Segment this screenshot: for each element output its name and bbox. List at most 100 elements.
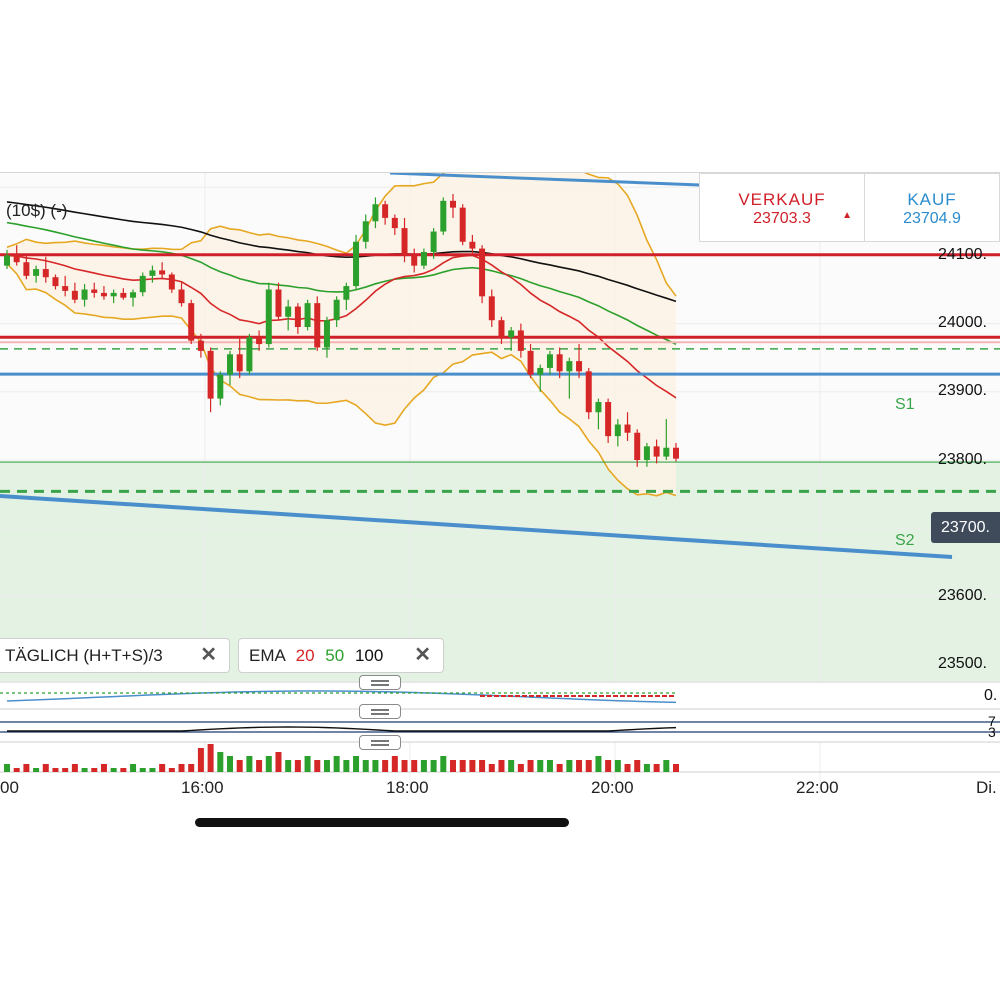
x-tick-label: 16:00: [181, 778, 224, 797]
candle-body: [139, 275, 146, 293]
volume-bar: [275, 752, 282, 772]
candle-body: [517, 330, 524, 351]
candle-body: [430, 231, 437, 252]
volume-bar: [149, 768, 156, 772]
candle-body: [498, 320, 505, 338]
ema-period-100: 100: [354, 646, 384, 665]
volume-bar: [479, 760, 486, 772]
candle-body: [120, 292, 127, 298]
candle-body: [265, 289, 272, 345]
trend-line-lower: [0, 494, 953, 559]
buy-button[interactable]: KAUF 23704.9: [864, 173, 1000, 242]
volume-bar: [285, 760, 292, 772]
volume-bar: [159, 764, 166, 772]
volume-bar: [178, 764, 185, 772]
ema-indicator-chip[interactable]: EMA 20 50 100 ✕: [238, 638, 444, 673]
volume-bar: [100, 764, 107, 772]
candle-body: [479, 248, 486, 297]
volume-bar: [188, 764, 195, 772]
volume-bar: [139, 768, 146, 772]
volume-bar: [4, 764, 10, 772]
buy-price: 23704.9: [903, 210, 961, 227]
sell-price: 23703.3: [753, 210, 811, 227]
candle-body: [227, 354, 233, 375]
volume-bar: [488, 764, 495, 772]
volume-bar: [498, 760, 505, 772]
volume-bar: [323, 760, 330, 772]
volume-bar: [81, 768, 88, 772]
candle-body: [411, 255, 418, 266]
pivot-indicator-chip[interactable]: TÄGLICH (H+T+S)/3 ✕: [0, 638, 230, 673]
candle-body: [634, 432, 641, 460]
candle-body: [81, 289, 88, 300]
volume-bar: [207, 744, 214, 772]
volume-bar: [33, 768, 40, 772]
x-tick-label: Di.: [976, 778, 997, 797]
volume-bar: [663, 760, 670, 772]
candle-body: [91, 289, 98, 293]
price-chart[interactable]: [0, 173, 1000, 813]
candle-body: [62, 286, 69, 291]
pivot-indicator-label: TÄGLICH (H+T+S)/3: [5, 646, 163, 665]
candle-body: [372, 204, 379, 222]
s1-label: S1: [895, 396, 915, 413]
candle-body: [42, 269, 49, 278]
volume-bar: [411, 760, 418, 772]
volume-bar: [653, 764, 660, 772]
candle-body: [323, 320, 330, 348]
candle-body: [275, 289, 282, 317]
s2-label: S2: [895, 532, 915, 549]
volume-bar: [537, 760, 544, 772]
volume-bar: [130, 764, 137, 772]
panel-resize-handle[interactable]: [359, 735, 401, 750]
candle-body: [33, 269, 40, 276]
volume-bar: [62, 768, 69, 772]
bollinger-lower: [6, 263, 677, 497]
volume-bar: [110, 768, 117, 772]
current-price-tag: 23700.: [931, 512, 1000, 543]
y-tick-label: 23600.: [938, 587, 987, 604]
candle-body: [100, 292, 107, 297]
candle-body: [4, 255, 10, 266]
candle-body: [546, 354, 553, 368]
volume-bar: [362, 760, 369, 772]
candle-body: [420, 251, 427, 266]
candle-body: [362, 221, 369, 242]
volume-bar: [343, 760, 350, 772]
panel-resize-handle[interactable]: [359, 675, 401, 690]
ema-50-line: [6, 221, 677, 345]
chart-canvas[interactable]: [0, 173, 1000, 813]
volume-bar: [401, 760, 408, 772]
sell-button[interactable]: VERKAUF 23703.3 ▲: [699, 173, 865, 242]
candle-body: [13, 255, 20, 263]
home-indicator[interactable]: [195, 818, 569, 827]
x-tick-label: 18:00: [386, 778, 429, 797]
candle-body: [236, 354, 243, 372]
panel-resize-handle[interactable]: [359, 704, 401, 719]
close-icon[interactable]: ✕: [200, 644, 217, 666]
up-arrow-icon: ▲: [842, 210, 852, 221]
candle-body: [178, 289, 185, 304]
candle-body: [314, 303, 321, 348]
volume-bar: [333, 756, 340, 772]
volume-bar: [382, 760, 389, 772]
oscillator-line: [6, 690, 677, 704]
y-tick-label: 23800.: [938, 451, 987, 468]
candle-body: [624, 424, 631, 433]
ema-100-line: [6, 201, 677, 303]
volume-bar: [527, 760, 534, 772]
volume-bar: [508, 760, 515, 772]
volume-bar: [236, 760, 243, 772]
volume-bar: [440, 756, 447, 772]
volume-bar: [42, 764, 49, 772]
candle-body: [585, 371, 592, 413]
volume-bar: [314, 760, 321, 772]
volume-bar: [391, 756, 398, 772]
volume-bar: [256, 760, 263, 772]
candle-body: [643, 446, 650, 460]
close-icon[interactable]: ✕: [414, 644, 431, 666]
candle-body: [294, 306, 301, 328]
candle-body: [537, 367, 544, 375]
candle-body: [391, 217, 398, 229]
candle-body: [605, 402, 612, 437]
